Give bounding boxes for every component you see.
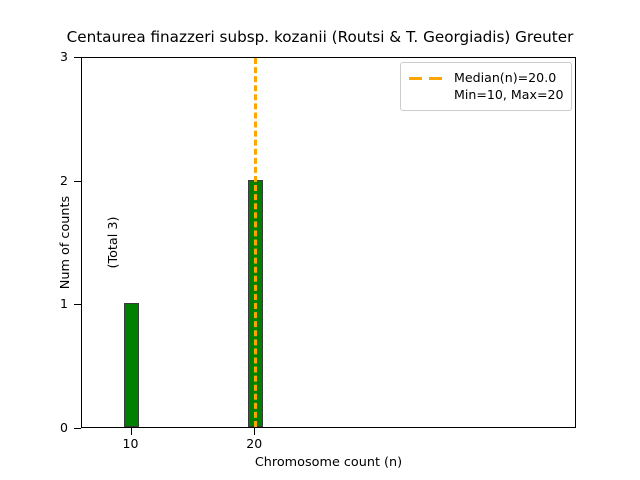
y-axis-label-line1: Num of counts [58, 195, 73, 290]
legend-label-minmax: Min=10, Max=20 [454, 87, 564, 102]
x-axis-tick [254, 428, 256, 435]
y-axis-tick [74, 428, 81, 429]
plot-area [81, 57, 576, 428]
y-axis-label: Num of counts (Total 3) [26, 57, 121, 428]
legend-label-median: Median(n)=20.0 [454, 70, 557, 85]
bar [124, 303, 139, 427]
legend-median-line-icon [409, 70, 445, 86]
chart-title: Centaurea finazzeri subsp. kozanii (Rout… [66, 28, 574, 46]
x-axis-tick [130, 428, 132, 435]
x-axis-label-text: Chromosome count (n) [254, 455, 403, 470]
median-line [253, 58, 257, 427]
x-axis-tick-label: 20 [246, 436, 263, 451]
legend-label-group: Median(n)=20.0 Min=10, Max=20 [454, 69, 564, 103]
y-axis-label-line2: (Total 3) [106, 216, 121, 269]
legend: Median(n)=20.0 Min=10, Max=20 [400, 62, 572, 111]
x-axis-tick-label: 10 [122, 436, 139, 451]
x-axis-label: Chromosome count (n) [0, 455, 640, 470]
